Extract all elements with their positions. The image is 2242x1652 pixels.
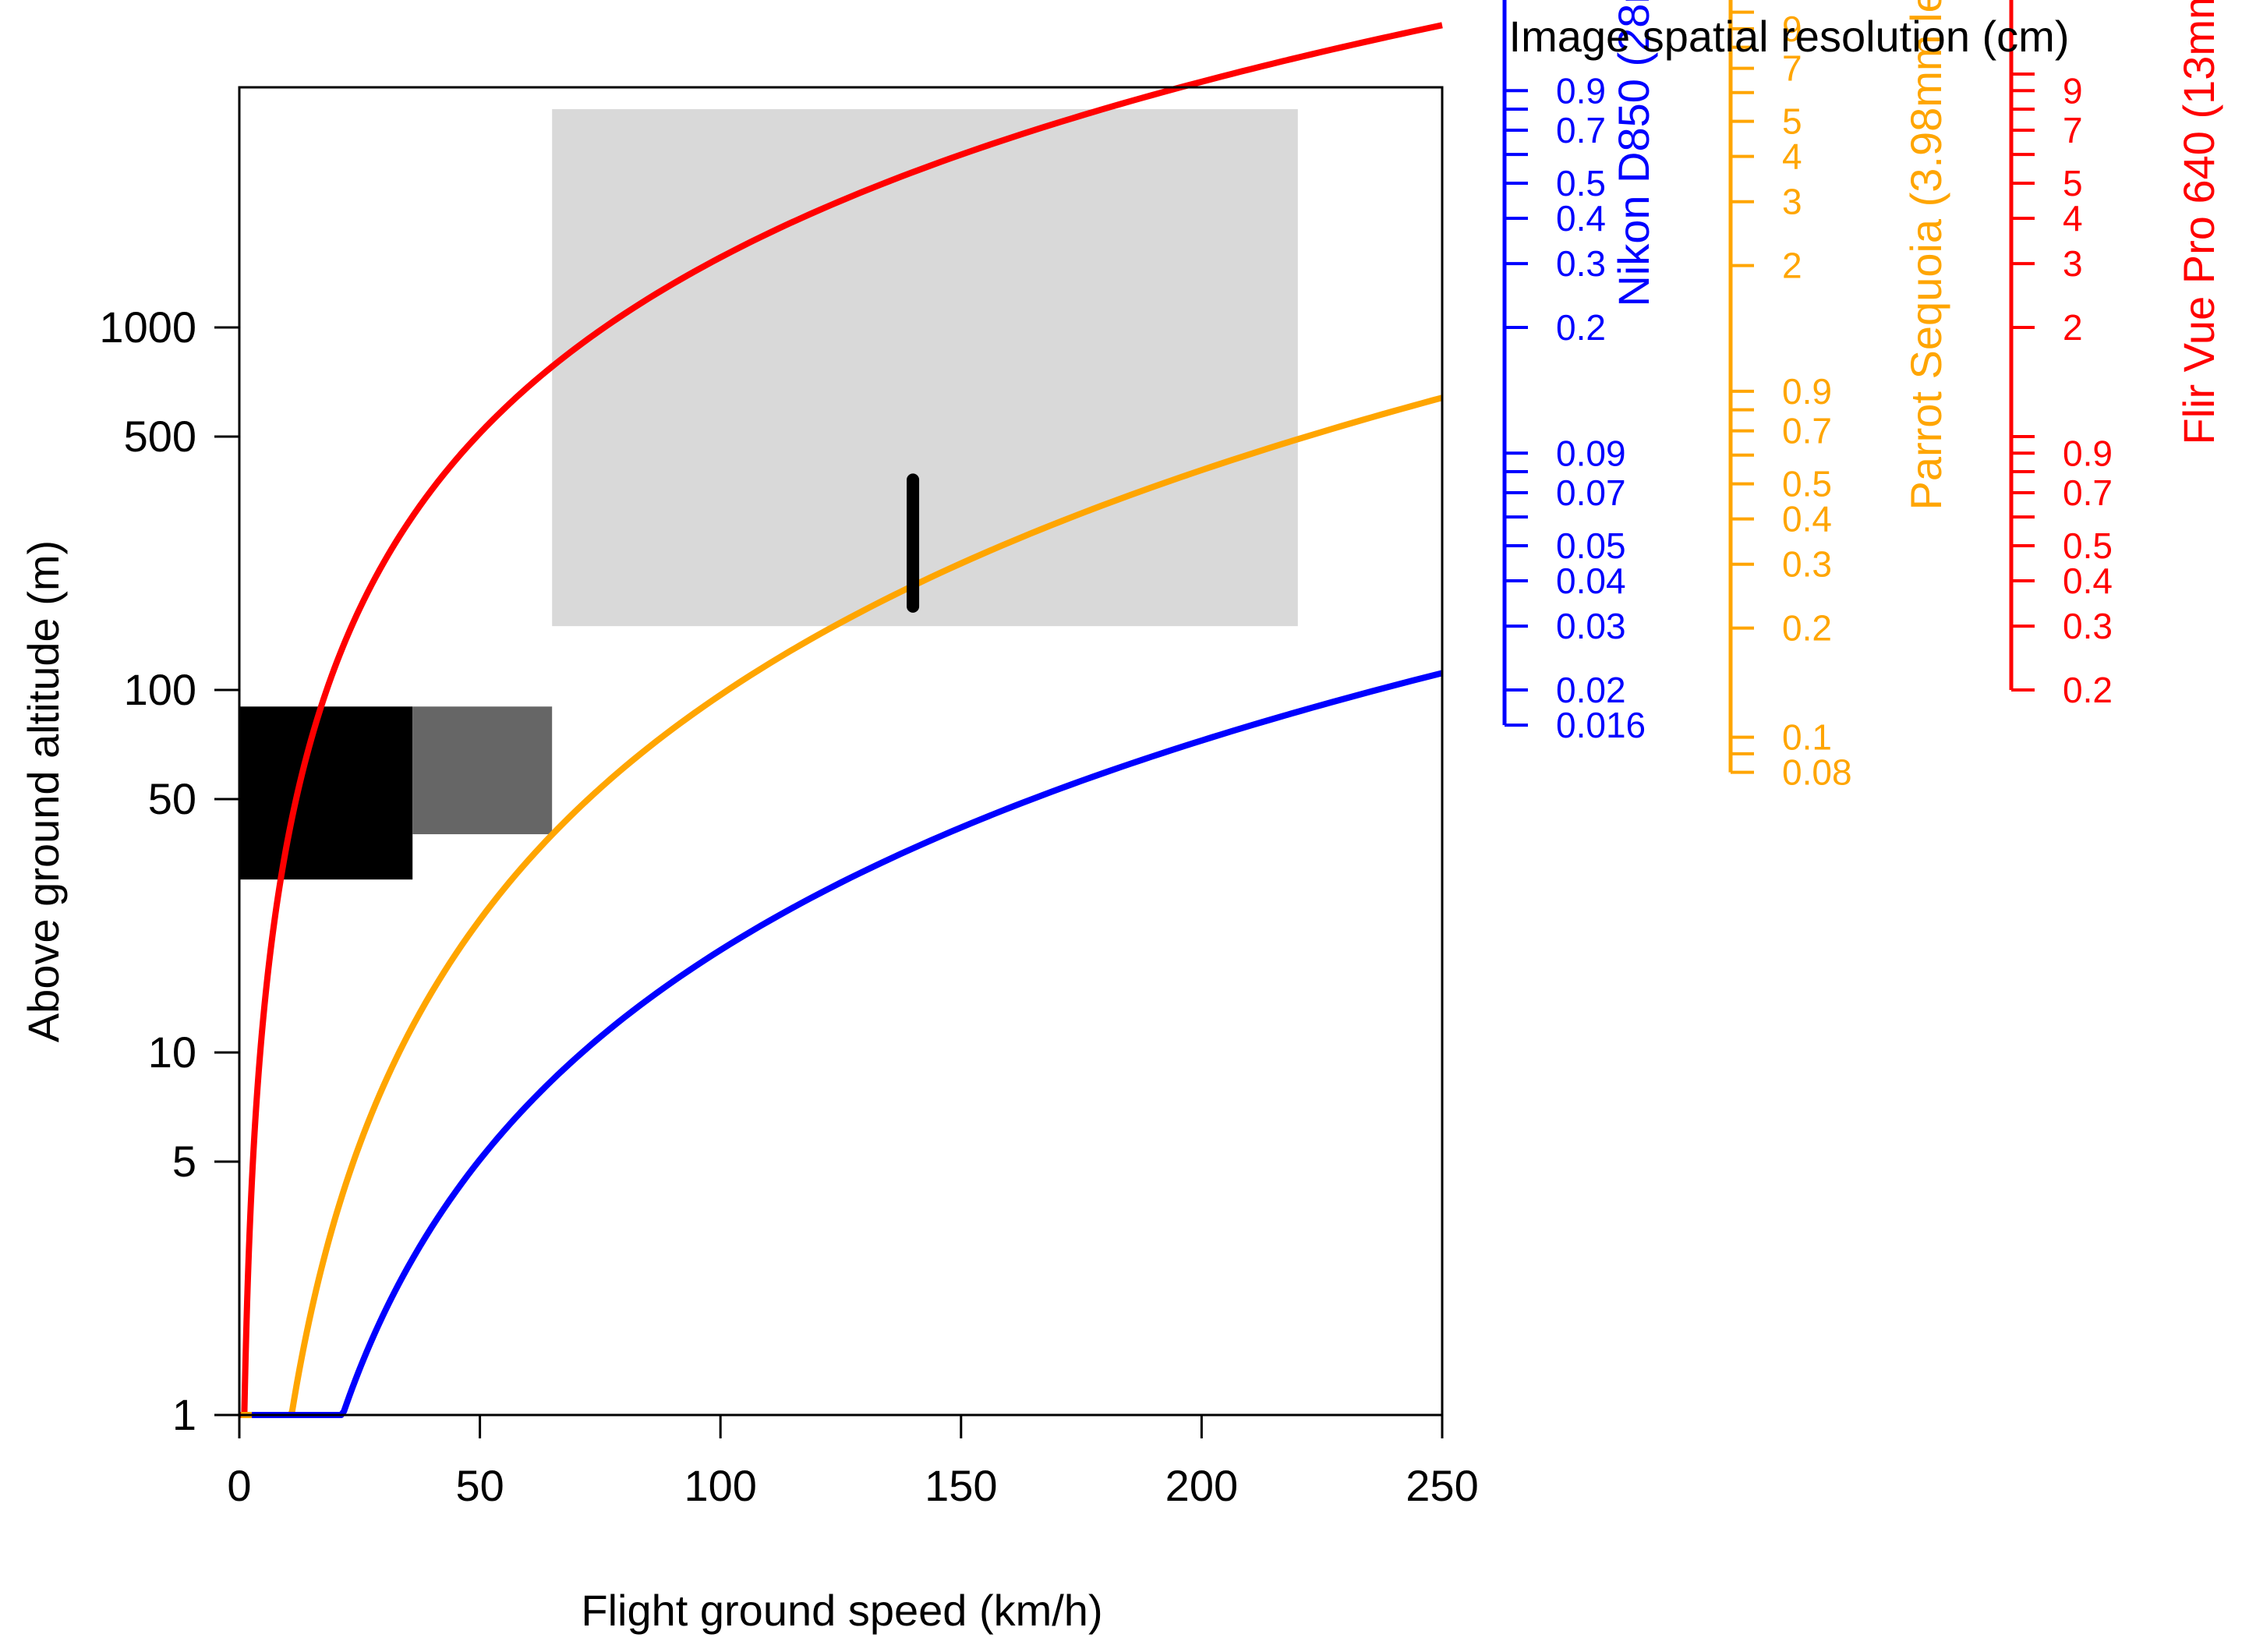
res-tick-label: 2 [2063, 307, 2083, 348]
y-tick-label: 100 [124, 665, 196, 714]
res-tick-label: 3 [1782, 182, 1802, 222]
dark-gray-region [412, 706, 553, 835]
res-tick-label: 0.7 [2063, 472, 2113, 513]
res-tick-label: 0.3 [1556, 243, 1606, 284]
res-tick-label: 9 [2063, 70, 2083, 111]
x-tick-label: 50 [455, 1461, 504, 1510]
regions-layer [239, 109, 1298, 880]
flir-axis-label: Flir Vue Pro 640 (13mm lens) [2174, 0, 2223, 445]
res-tick-label: 0.04 [1556, 561, 1626, 601]
sequoia-axis-label: Parrot Sequoia (3.98mm lens) [1901, 0, 1950, 511]
res-tick-label: 0.7 [1782, 411, 1832, 451]
curve-1 [237, 22, 1443, 1418]
y-axis-label: Above ground altitude (m) [19, 540, 68, 1042]
res-tick-label: 0.9 [1556, 70, 1606, 111]
res-tick-label: 0.09 [1556, 433, 1626, 473]
y-tick-label: 1000 [99, 302, 196, 352]
light-gray-region [552, 109, 1298, 627]
y-tick-label: 500 [124, 412, 196, 461]
res-tick-label: 9 [1782, 9, 1802, 49]
res-tick-label: 0.5 [2063, 525, 2113, 566]
x-tick-label: 150 [925, 1461, 997, 1510]
res-tick-label: 5 [2063, 163, 2083, 203]
res-tick-label: 0.2 [1556, 307, 1606, 348]
res-tick-label: 0.2 [2063, 670, 2113, 710]
res-tick-label: 0.2 [1782, 608, 1832, 649]
res-tick-label: 0.07 [1556, 472, 1626, 513]
y-axis: 1 5 10 50 100 500 1000 [99, 302, 241, 1439]
res-tick-label: 0.4 [1556, 198, 1606, 239]
nikon-axis: 0.0160.020.030.040.050.070.090.20.30.40.… [1502, 0, 1658, 745]
res-tick-label: 0.5 [1556, 163, 1606, 203]
res-tick-label: 0.4 [1782, 499, 1832, 539]
res-tick-label: 0.016 [1556, 705, 1646, 745]
x-axis: 0 50 100 150 200 250 [227, 1413, 1479, 1510]
res-tick-label: 4 [1782, 136, 1802, 177]
res-tick-label: 0.4 [2063, 561, 2113, 601]
res-tick-label: 2 [1782, 246, 1802, 286]
res-tick-label: 0.3 [1782, 544, 1832, 585]
res-tick-label: 0.05 [1556, 525, 1626, 566]
res-tick-label: 0.08 [1782, 752, 1852, 793]
res-tick-label: 0.3 [2063, 606, 2113, 646]
y-tick-label: 50 [148, 774, 196, 823]
y-tick-label: 5 [172, 1137, 196, 1186]
x-axis-label: Flight ground speed (km/h) [581, 1586, 1102, 1635]
res-tick-label: 0.02 [1556, 670, 1626, 710]
res-tick-label: 0.1 [1782, 717, 1832, 758]
res-tick-label: 0.9 [1782, 371, 1832, 412]
black-region [239, 706, 413, 880]
res-tick-label: 5 [1782, 101, 1802, 142]
res-tick-label: 3 [2063, 243, 2083, 284]
res-tick-label: 4 [2063, 198, 2083, 239]
y-tick-label: 10 [148, 1028, 196, 1077]
res-tick-label: 7 [2063, 110, 2083, 150]
res-tick-label: 7 [1782, 48, 1802, 89]
x-tick-label: 200 [1165, 1461, 1238, 1510]
x-tick-label: 100 [684, 1461, 756, 1510]
flir-axis: 0.20.30.40.50.70.92345792030405070901201… [2009, 0, 2223, 710]
secondary-axis-title: Image spatial resolution (cm) [1509, 12, 2070, 61]
y-tick-label: 1 [172, 1390, 196, 1439]
x-tick-label: 250 [1406, 1461, 1478, 1510]
resolution-axes: 0.0160.020.030.040.050.070.090.20.30.40.… [1502, 0, 2223, 793]
res-tick-label: 0.03 [1556, 606, 1626, 646]
res-tick-label: 0.7 [1556, 110, 1606, 150]
sequoia-axis: 0.080.10.20.30.40.50.70.9234579203040507… [1728, 0, 1950, 793]
nikon-axis-label: Nikon D850 (28mm lens) [1609, 0, 1658, 307]
res-tick-label: 0.9 [2063, 433, 2113, 473]
res-tick-label: 0.5 [1782, 464, 1832, 504]
x-tick-label: 0 [227, 1461, 251, 1510]
